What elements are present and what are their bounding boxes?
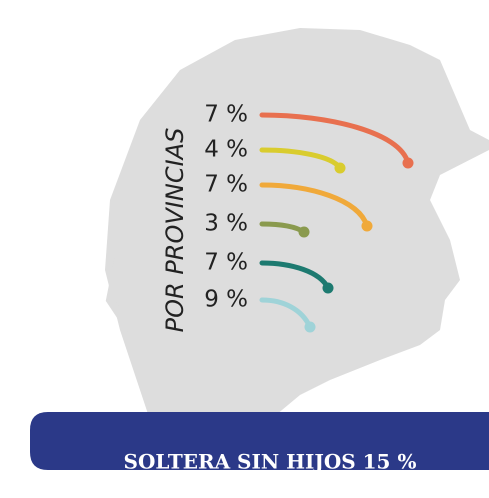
percent-label: 4 % xyxy=(204,137,248,163)
vertical-label: POR PROVINCIAS xyxy=(161,128,189,333)
percent-label: 9 % xyxy=(204,287,248,313)
percent-label: 7 % xyxy=(204,250,248,276)
percent-label: 7 % xyxy=(204,172,248,198)
curve-end xyxy=(299,227,310,238)
percent-label: 7 % xyxy=(204,102,248,128)
percent-label: 3 % xyxy=(204,211,248,237)
infographic: POR PROVINCIAS 7 % 4 % 7 % 3 % 7 % 9 % SOLTER… xyxy=(0,0,489,498)
curve-end xyxy=(305,322,316,333)
banner-text: SOLTERA SIN HIJOS 15 % xyxy=(124,450,417,474)
curve-end xyxy=(403,158,414,169)
curve-end xyxy=(335,163,346,174)
curve-end xyxy=(323,283,334,294)
curve-end xyxy=(362,221,373,232)
